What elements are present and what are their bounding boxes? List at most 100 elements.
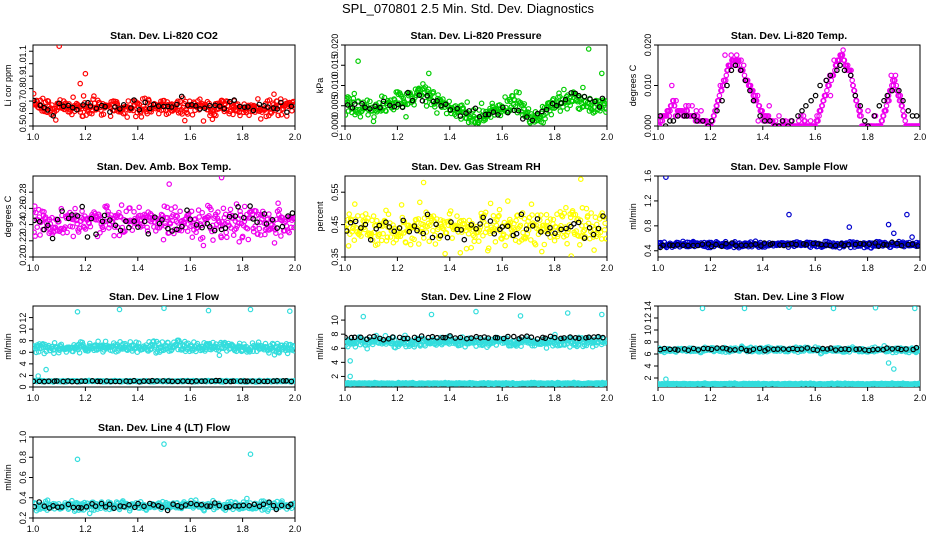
data-point-selected xyxy=(473,226,479,232)
data-point-selected xyxy=(499,224,506,230)
data-point-selected xyxy=(255,378,262,385)
data-point-selected xyxy=(380,98,387,105)
data-point-selected xyxy=(377,104,383,111)
data-point-all xyxy=(494,217,500,223)
data-point-selected xyxy=(249,378,256,385)
data-point-all xyxy=(564,240,570,247)
y-tick-label: 0.20 xyxy=(18,248,28,266)
outlier-point xyxy=(517,313,524,319)
outlier-point xyxy=(585,46,592,52)
data-point-selected xyxy=(894,240,900,247)
x-tick-label: 2.0 xyxy=(914,263,927,273)
data-point-all xyxy=(492,239,499,245)
x-tick-label: 1.0 xyxy=(652,393,665,403)
data-point-selected xyxy=(362,221,369,228)
data-point-all xyxy=(698,108,704,114)
data-point-selected xyxy=(913,113,920,119)
data-point-selected xyxy=(169,378,176,385)
data-point-all xyxy=(278,111,285,118)
data-point-all xyxy=(580,228,587,235)
data-point-all xyxy=(291,343,295,350)
data-point-all xyxy=(91,93,97,99)
data-point-all xyxy=(345,112,349,118)
data-point-all xyxy=(273,230,279,237)
data-point-selected xyxy=(447,107,454,113)
data-point-all xyxy=(673,97,679,104)
data-point-all xyxy=(220,205,227,212)
data-point-selected xyxy=(534,336,541,342)
y-tick-label: 6 xyxy=(643,351,653,356)
y-axis-label: degrees C xyxy=(628,64,638,106)
data-point-selected xyxy=(420,230,427,237)
outlier-point xyxy=(420,179,427,186)
data-point-selected xyxy=(468,335,475,341)
data-point-all xyxy=(477,224,484,230)
data-point-all xyxy=(849,77,856,84)
data-point-all xyxy=(466,217,473,224)
data-point-selected xyxy=(168,104,175,110)
data-point-selected xyxy=(198,378,205,385)
data-point-all xyxy=(458,102,465,109)
data-point-all xyxy=(442,250,448,257)
data-point-all xyxy=(33,208,36,215)
data-point-all xyxy=(291,216,295,222)
x-tick-label: 1.6 xyxy=(184,263,197,273)
data-point-selected xyxy=(264,378,271,385)
data-point-all xyxy=(741,72,748,79)
data-point-selected xyxy=(539,108,545,115)
data-point-all xyxy=(782,118,789,124)
data-point-all xyxy=(241,203,248,210)
data-point-selected xyxy=(250,216,256,222)
data-point-selected xyxy=(457,334,464,341)
data-point-selected xyxy=(107,217,113,223)
data-point-all xyxy=(827,92,834,99)
data-point-all xyxy=(100,226,107,233)
data-point-all xyxy=(41,209,47,215)
data-point-selected xyxy=(33,97,37,104)
data-point-all xyxy=(195,207,202,213)
data-point-selected xyxy=(538,229,544,235)
data-point-all xyxy=(89,110,95,117)
x-tick-label: 1.6 xyxy=(809,263,822,273)
data-point-all xyxy=(266,211,272,217)
data-point-all xyxy=(590,234,597,240)
data-point-selected xyxy=(184,207,190,214)
data-point-selected xyxy=(79,203,86,210)
data-point-all xyxy=(42,214,49,220)
x-tick-label: 1.2 xyxy=(704,132,717,142)
data-point-all xyxy=(916,345,920,352)
data-point-all xyxy=(568,253,574,257)
x-tick-label: 1.8 xyxy=(236,263,249,273)
data-point-selected xyxy=(905,108,912,114)
data-point-selected xyxy=(747,87,753,94)
data-point-selected xyxy=(670,118,677,124)
data-point-all xyxy=(122,110,128,116)
data-point-all xyxy=(250,228,257,235)
y-tick-label: 0.020 xyxy=(330,34,340,57)
data-point-selected xyxy=(56,100,63,107)
data-point-selected xyxy=(699,241,706,248)
data-point-all xyxy=(233,348,240,355)
data-point-selected xyxy=(708,118,715,124)
data-point-all xyxy=(744,77,751,84)
data-point-all xyxy=(538,248,545,255)
data-point-all xyxy=(561,86,567,93)
outlier-point xyxy=(247,306,254,313)
data-point-all xyxy=(529,212,535,218)
data-point-selected xyxy=(600,213,606,219)
data-point-all xyxy=(769,118,776,124)
data-point-selected xyxy=(795,113,801,119)
data-point-all xyxy=(717,82,724,89)
data-point-selected xyxy=(280,378,287,384)
data-point-all xyxy=(291,102,295,109)
x-tick-label: 2.0 xyxy=(914,393,927,403)
x-tick-label: 1.4 xyxy=(132,263,145,273)
data-point-all xyxy=(263,113,270,120)
data-point-selected xyxy=(45,378,52,385)
data-point-selected xyxy=(660,242,666,249)
data-point-selected xyxy=(561,335,567,341)
data-point-selected xyxy=(367,106,373,112)
data-point-all xyxy=(752,92,759,99)
data-point-all xyxy=(898,97,904,104)
